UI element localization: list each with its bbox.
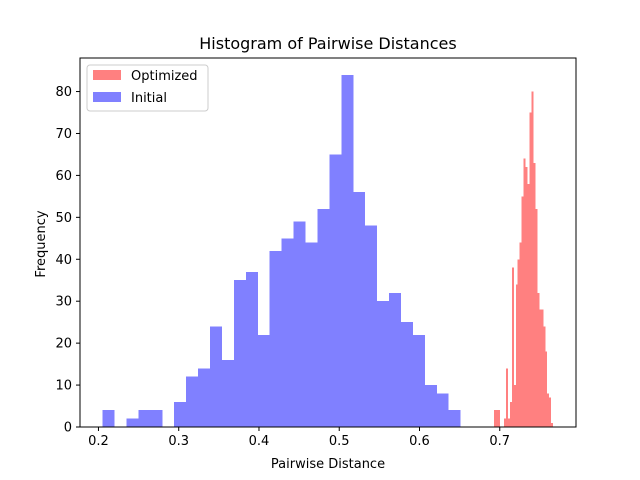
x-tick-label: 0.7 <box>489 434 510 449</box>
initial-bar <box>293 221 306 427</box>
initial-bar <box>341 74 354 427</box>
optimized-bar <box>547 393 550 427</box>
optimized-bar <box>507 418 510 427</box>
y-tick-label: 10 <box>55 379 72 394</box>
initial-bar <box>365 225 378 427</box>
x-tick-label: 0.3 <box>168 434 189 449</box>
optimized-bar <box>541 309 544 427</box>
initial-bar <box>400 322 413 427</box>
optimized-bar <box>505 368 508 427</box>
initial-bar <box>377 301 390 427</box>
optimized-bar <box>509 401 512 427</box>
initial-bar <box>186 376 199 427</box>
initial-bar <box>198 368 211 427</box>
y-tick-label: 0 <box>64 421 72 436</box>
optimized-legend-swatch <box>93 70 121 80</box>
chart-title: Histogram of Pairwise Distances <box>199 34 456 53</box>
y-axis-label: Frequency <box>34 210 49 277</box>
optimized-bar <box>551 422 554 427</box>
optimized-bar <box>523 158 526 428</box>
optimized-bar <box>513 385 516 427</box>
initial-bar <box>281 238 294 427</box>
optimized-bar <box>515 284 518 427</box>
x-tick-label: 0.4 <box>249 434 270 449</box>
optimized-bar <box>543 326 546 427</box>
initial-series-bars <box>102 74 461 427</box>
initial-bar <box>389 292 401 427</box>
optimized-series-bars <box>494 91 554 428</box>
initial-bar <box>102 410 115 427</box>
initial-bar <box>210 326 222 427</box>
initial-bar <box>353 192 366 427</box>
optimized-bar <box>527 183 530 427</box>
initial-bar <box>126 418 139 427</box>
initial-bar <box>329 154 342 427</box>
initial-bar <box>233 280 246 427</box>
initial-legend-swatch <box>93 92 121 102</box>
optimized-bar <box>533 162 536 428</box>
initial-bar <box>317 208 330 427</box>
optimized-bar <box>503 418 506 427</box>
optimized-legend-label: Optimized <box>131 69 198 84</box>
initial-bar <box>257 334 270 427</box>
optimized-bar <box>525 167 528 428</box>
initial-bar <box>436 393 449 427</box>
initial-bar <box>424 385 437 427</box>
x-tick-label: 0.6 <box>409 434 430 449</box>
plot-area-frame <box>79 57 577 428</box>
x-tick-label: 0.5 <box>329 434 350 449</box>
optimized-bar <box>539 309 542 427</box>
y-tick-label: 20 <box>55 337 72 352</box>
x-tick-label: 0.2 <box>88 434 109 449</box>
optimized-bar <box>545 351 548 427</box>
y-tick-label: 50 <box>55 211 72 226</box>
optimized-bar <box>521 196 524 427</box>
initial-bar <box>174 401 187 427</box>
optimized-bar <box>511 267 514 427</box>
optimized-bar <box>531 91 534 427</box>
y-tick-label: 40 <box>55 253 72 268</box>
initial-bar <box>305 242 318 427</box>
optimized-bar <box>496 410 499 427</box>
optimized-bar <box>519 242 522 427</box>
y-axis-ticks: 0 10 20 30 40 50 60 70 80 <box>55 85 80 436</box>
y-tick-label: 80 <box>55 85 72 100</box>
initial-bar <box>138 410 151 427</box>
y-tick-label: 60 <box>55 169 72 184</box>
initial-legend-label: Initial <box>131 91 167 106</box>
initial-bar <box>150 410 163 427</box>
initial-bar <box>245 271 258 427</box>
optimized-bar <box>494 410 497 427</box>
y-tick-label: 70 <box>55 127 72 142</box>
optimized-bar <box>549 397 552 427</box>
optimized-bar <box>517 259 520 427</box>
optimized-bar <box>537 292 540 427</box>
optimized-bar <box>529 112 532 428</box>
initial-bar <box>412 334 425 427</box>
legend: Optimized Initial <box>86 64 209 112</box>
optimized-bar <box>535 208 538 427</box>
initial-bar <box>448 410 461 427</box>
x-axis-ticks: 0.2 0.3 0.4 0.5 0.6 0.7 <box>88 427 510 449</box>
initial-bar <box>269 250 282 427</box>
initial-bar <box>221 359 234 427</box>
y-tick-label: 30 <box>55 295 72 310</box>
x-axis-label: Pairwise Distance <box>271 457 385 472</box>
optimized-bar <box>498 410 501 427</box>
